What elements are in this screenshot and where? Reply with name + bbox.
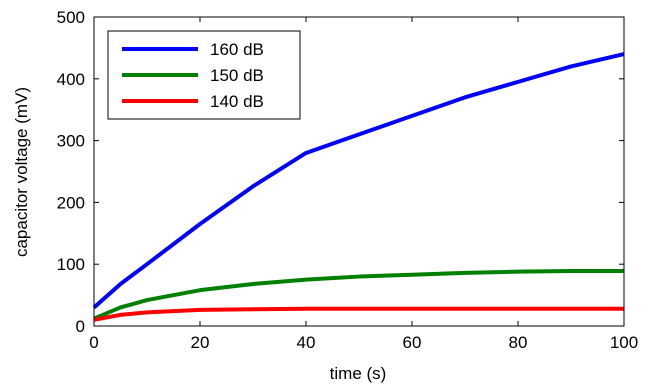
legend-label-0: 160 dB <box>210 40 264 59</box>
axes-box <box>93 16 625 327</box>
series-line-2 <box>93 306 624 322</box>
x-tick-label: 20 <box>191 333 210 352</box>
y-tick-label: 200 <box>57 193 85 212</box>
series-layer <box>92 52 625 322</box>
legend-label-2: 140 dB <box>210 92 264 111</box>
series-line-1 <box>93 269 624 321</box>
legend: 160 dB 150 dB 140 dB <box>107 30 301 120</box>
x-tick-label: 40 <box>297 333 316 352</box>
series-line-0 <box>92 52 625 309</box>
x-tick-label: 60 <box>403 333 422 352</box>
axes-layer: 0 20 40 60 80 100 0 100 200 300 400 500 <box>57 8 639 352</box>
y-tick-label: 500 <box>57 8 85 27</box>
y-axis-title: capacitor voltage (mV) <box>12 87 31 257</box>
x-tick-label: 0 <box>89 333 98 352</box>
x-tick-label: 100 <box>610 333 638 352</box>
y-tick-label: 300 <box>57 132 85 151</box>
x-tick-label: 80 <box>509 333 528 352</box>
x-axis-title: time (s) <box>330 364 387 383</box>
y-tick-label: 0 <box>76 317 85 336</box>
legend-label-1: 150 dB <box>210 66 264 85</box>
y-tick-label: 100 <box>57 255 85 274</box>
y-tick-label: 400 <box>57 70 85 89</box>
